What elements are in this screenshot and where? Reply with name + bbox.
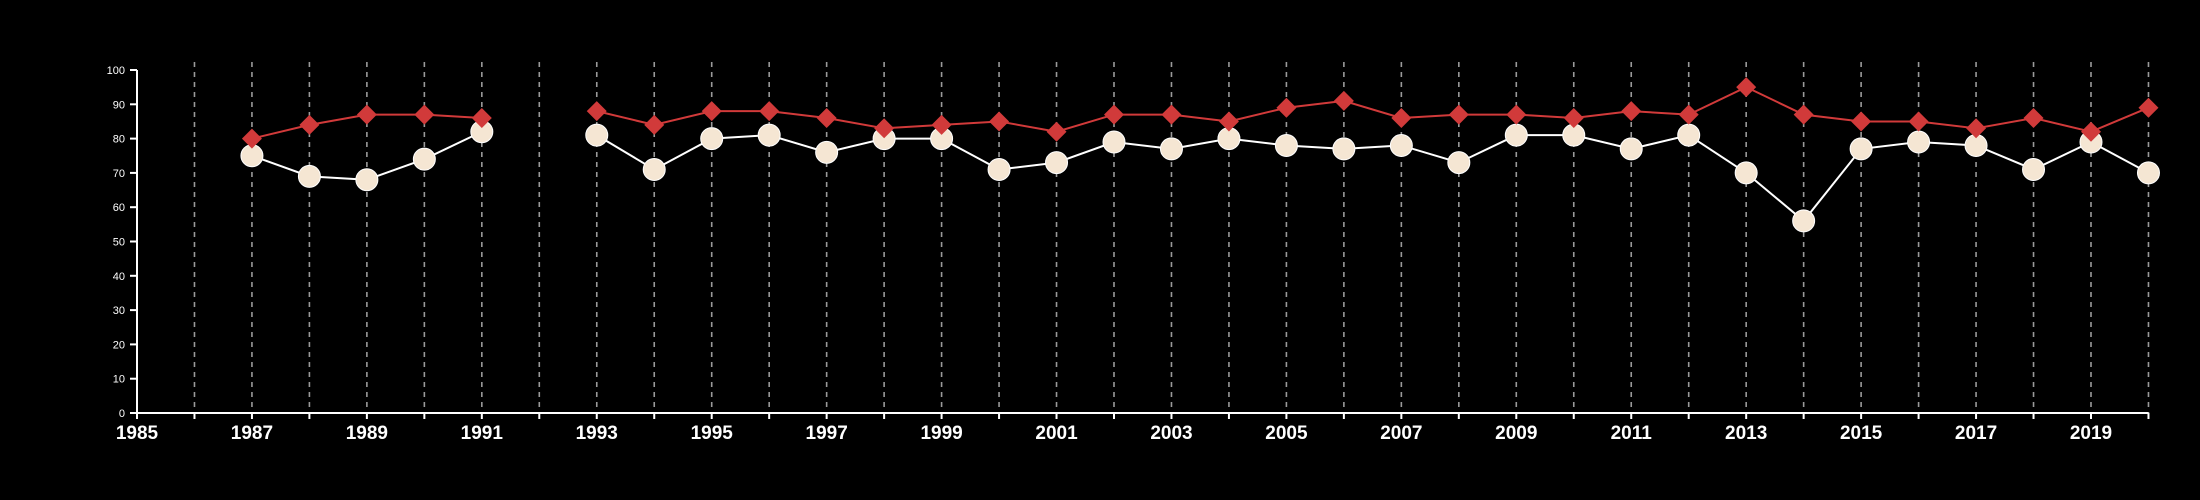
diamond-point <box>1563 108 1584 129</box>
y-tick-label: 0 <box>119 408 125 420</box>
circle-point <box>1504 123 1528 147</box>
diamond-point <box>1218 111 1239 132</box>
diamond-point <box>1333 90 1354 111</box>
circle-point <box>1332 137 1356 161</box>
circle-point <box>815 140 839 164</box>
y-tick-label: 50 <box>113 237 125 249</box>
circle-point <box>1447 151 1471 175</box>
diamond-point <box>1046 121 1067 142</box>
diamond-point <box>989 111 1010 132</box>
x-tick-label: 1989 <box>346 423 388 444</box>
x-tick-label: 2017 <box>1955 423 1997 444</box>
y-tick-label: 100 <box>107 65 125 77</box>
diamond-point <box>1161 104 1182 125</box>
circle-point <box>1907 130 1931 154</box>
diamond-point <box>1908 111 1929 132</box>
x-tick-label: 2005 <box>1265 423 1308 444</box>
circle-point <box>1389 133 1413 157</box>
x-tick-label: 2013 <box>1725 423 1767 444</box>
diamond-point <box>701 101 722 122</box>
x-tick-label: 2019 <box>2070 423 2112 444</box>
circle-point <box>1734 161 1758 185</box>
diamond-point <box>414 104 435 125</box>
circle-point <box>412 147 436 171</box>
x-tick-label: 1995 <box>691 423 734 444</box>
circle-point <box>1274 133 1298 157</box>
x-tick-label: 1993 <box>576 423 618 444</box>
x-tick-label: 2015 <box>1840 423 1883 444</box>
vertical-grid <box>193 62 2150 413</box>
diamond-point <box>1793 104 1814 125</box>
diamond-point <box>2023 108 2044 129</box>
x-tick-label: 1987 <box>231 423 273 444</box>
circle-point <box>987 157 1011 181</box>
diamond-point <box>241 128 262 149</box>
diamond-point <box>2138 97 2159 118</box>
x-tick-label: 2007 <box>1380 423 1422 444</box>
x-tick-label: 2011 <box>1611 423 1653 444</box>
diamond-point <box>1276 97 1297 118</box>
circle-point <box>2136 161 2160 185</box>
x-tick-label: 1991 <box>461 423 504 444</box>
x-tick-label: 2003 <box>1150 423 1192 444</box>
circle-point <box>1619 137 1643 161</box>
diamond-point <box>931 114 952 135</box>
diamond-point <box>1104 104 1124 125</box>
diamond-point <box>1736 77 1757 98</box>
diamond-point <box>1506 104 1527 125</box>
circle-point <box>1045 151 1069 175</box>
y-tick-label: 40 <box>113 271 125 283</box>
diamond-point <box>1678 104 1699 125</box>
diamond-point <box>1966 118 1987 139</box>
circle-point <box>757 123 781 147</box>
circle-point <box>585 123 609 147</box>
circle-point <box>2022 157 2046 181</box>
x-tick-label: 1997 <box>806 423 848 444</box>
diamond-point <box>874 118 895 139</box>
y-tick-label: 10 <box>113 374 125 386</box>
circle-point <box>1849 137 1873 161</box>
circle-point <box>1677 123 1701 147</box>
series-points <box>240 77 2160 233</box>
diamond-point <box>759 101 780 122</box>
diamond-point <box>1851 111 1872 132</box>
diamond-point <box>816 108 837 129</box>
y-tick-label: 80 <box>113 134 125 146</box>
circle-point <box>355 168 379 192</box>
y-tick-label: 30 <box>113 305 125 317</box>
diamond-point <box>1448 104 1469 125</box>
circle-point <box>700 127 724 151</box>
x-tick-label: 2009 <box>1495 423 1537 444</box>
x-tick-label: 1999 <box>920 423 962 444</box>
diamond-point <box>644 114 665 135</box>
axes: 1985 1987 1989 1991 1993 1995 1997 1999 2001 2003… <box>107 65 2150 444</box>
diamond-point <box>586 101 607 122</box>
series-lines <box>251 86 2149 223</box>
x-tick-label: 1985 <box>116 423 159 444</box>
diamond-point <box>356 104 377 125</box>
x-tick-label: 2001 <box>1035 423 1078 444</box>
series-diamond-line <box>596 86 2149 133</box>
y-tick-label: 90 <box>113 99 125 111</box>
circle-point <box>1102 130 1126 154</box>
diamond-point <box>1391 108 1412 129</box>
circle-point <box>1159 137 1183 161</box>
diamond-point <box>471 108 492 129</box>
circle-point <box>642 157 666 181</box>
y-tick-label: 60 <box>113 202 125 214</box>
y-tick-label: 20 <box>113 339 125 351</box>
diamond-point <box>299 114 320 135</box>
circle-point <box>297 164 321 188</box>
y-tick-label: 70 <box>113 168 125 180</box>
series-circle-line <box>596 134 2149 223</box>
circle-point <box>1792 209 1816 233</box>
diamond-point <box>1621 101 1642 122</box>
diamond-point <box>2081 121 2101 142</box>
